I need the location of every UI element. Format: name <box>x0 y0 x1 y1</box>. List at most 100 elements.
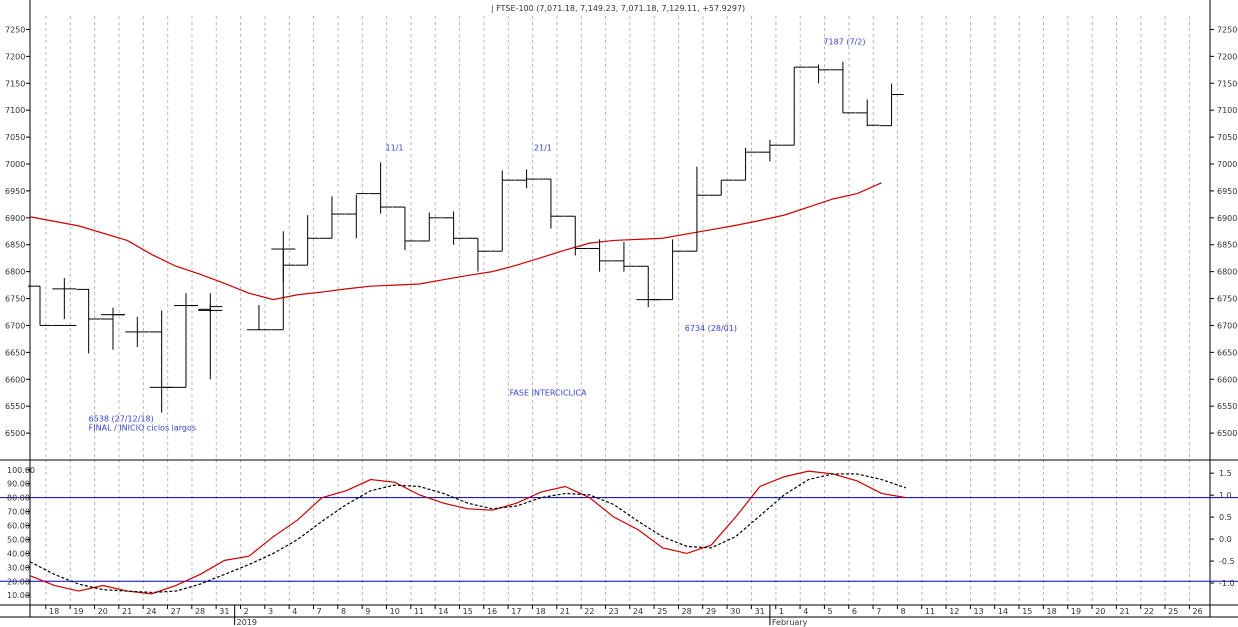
y-tick-label-left: 6750 <box>5 295 25 304</box>
y-tick-label-left: 6950 <box>5 187 25 196</box>
x-tick-label: 2 <box>244 607 249 616</box>
y-tick-label-right: 7250 <box>1217 25 1237 34</box>
x-tick-label: 30 <box>730 607 740 616</box>
osc-tick-label-left: 90.00 <box>7 480 30 489</box>
osc-tick-label-right: 1.5 <box>1219 469 1232 478</box>
osc-tick-label-left: 40.00 <box>7 549 30 558</box>
osc-tick-label-right: -0.5 <box>1219 557 1235 566</box>
x-tick-label: 4 <box>803 607 808 616</box>
y-tick-label-left: 6650 <box>5 348 25 357</box>
osc-tick-label-left: 50.00 <box>7 535 30 544</box>
x-tick-label: 16 <box>487 607 497 616</box>
y-tick-label-right: 6750 <box>1217 295 1237 304</box>
x-tick-label: 8 <box>901 607 906 616</box>
x-tick-label: 6 <box>852 607 857 616</box>
y-tick-label-right: 7000 <box>1217 160 1237 169</box>
month-label: February <box>772 618 808 627</box>
oscillator-main-line <box>29 470 906 595</box>
x-tick-label: 26 <box>1193 607 1203 616</box>
osc-tick-label-left: 80.00 <box>7 494 30 503</box>
x-tick-label: 20 <box>1095 607 1105 616</box>
x-tick-label: 31 <box>219 607 229 616</box>
x-tick-label: 18 <box>536 607 546 616</box>
y-tick-label-right: 6700 <box>1217 321 1237 330</box>
chart-annotation: 6538 (27/12/18) <box>89 414 154 423</box>
x-tick-label: 29 <box>706 607 716 616</box>
osc-tick-label-right: -1.0 <box>1219 579 1235 588</box>
x-tick-label: 14 <box>438 607 448 616</box>
y-tick-label-left: 7000 <box>5 160 25 169</box>
x-tick-label: 12 <box>949 607 959 616</box>
y-tick-label-right: 7050 <box>1217 133 1237 142</box>
x-tick-label: 10 <box>390 607 400 616</box>
y-tick-label-left: 7250 <box>5 25 25 34</box>
x-tick-label: 11 <box>925 607 935 616</box>
y-tick-label-left: 6850 <box>5 241 25 250</box>
x-tick-label: 21 <box>1120 607 1130 616</box>
x-tick-label: 18 <box>49 607 59 616</box>
chart-annotation: FASE INTERCICLICA <box>510 388 587 397</box>
x-tick-label: 22 <box>584 607 594 616</box>
x-tick-label: 21 <box>560 607 570 616</box>
chart-annotation: 6734 (28/01) <box>685 324 737 333</box>
y-tick-label-left: 7150 <box>5 79 25 88</box>
y-tick-label-left: 6700 <box>5 321 25 330</box>
y-tick-label-right: 6550 <box>1217 402 1237 411</box>
x-tick-label: 28 <box>195 607 205 616</box>
osc-tick-label-left: 10.00 <box>7 591 30 600</box>
osc-tick-label-right: 0.0 <box>1219 535 1232 544</box>
x-tick-label: 25 <box>1168 607 1178 616</box>
x-tick-label: 19 <box>1071 607 1081 616</box>
chart-annotation: 21/1 <box>534 144 552 153</box>
y-tick-label-left: 6900 <box>5 214 25 223</box>
y-tick-label-right: 6900 <box>1217 214 1237 223</box>
x-tick-label: 14 <box>998 607 1008 616</box>
osc-tick-label-left: 60.00 <box>7 522 30 531</box>
y-tick-label-left: 7050 <box>5 133 25 142</box>
x-tick-label: 18 <box>1047 607 1057 616</box>
x-tick-label: 28 <box>682 607 692 616</box>
price-panel <box>29 182 882 301</box>
x-tick-label: 8 <box>341 607 346 616</box>
y-tick-label-left: 7100 <box>5 106 25 115</box>
annotations: 7187 (7/2) 11/1 21/1 6734 (28/01) FASE INTER… <box>89 38 866 433</box>
x-tick-label: 11 <box>414 607 424 616</box>
osc-tick-label-left: 30.00 <box>7 563 30 572</box>
oscillator-signal-line <box>29 473 907 594</box>
osc-tick-label-right: 0.5 <box>1219 513 1232 522</box>
x-tick-label: 25 <box>657 607 667 616</box>
y-tick-label-right: 6500 <box>1217 429 1237 438</box>
x-tick-label: 5 <box>828 607 833 616</box>
x-tick-label: 27 <box>171 607 181 616</box>
x-tick-label: 31 <box>755 607 765 616</box>
x-tick-label: 7 <box>317 607 322 616</box>
x-tick-label: 15 <box>1022 607 1032 616</box>
month-label: 2019 <box>237 618 257 627</box>
y-tick-label-right: 7100 <box>1217 106 1237 115</box>
x-tick-label: 24 <box>146 607 156 616</box>
x-tick-label: 13 <box>974 607 984 616</box>
y-tick-label-right: 6650 <box>1217 348 1237 357</box>
y-tick-label-right: 6950 <box>1217 187 1237 196</box>
osc-tick-label-right: 1.0 <box>1219 491 1232 500</box>
y-tick-label-right: 6800 <box>1217 268 1237 277</box>
x-tick-label: 1 <box>779 607 784 616</box>
osc-tick-label-left: 20.00 <box>7 577 30 586</box>
osc-tick-label-left: 100.00 <box>7 466 35 475</box>
x-tick-label: 7 <box>876 607 881 616</box>
x-tick-label: 23 <box>609 607 619 616</box>
y-tick-label-right: 6600 <box>1217 375 1237 384</box>
x-tick-label: 17 <box>511 607 521 616</box>
moving-average-line <box>29 182 882 301</box>
y-tick-label-left: 6800 <box>5 268 25 277</box>
y-tick-label-left: 6600 <box>5 375 25 384</box>
x-tick-label: 21 <box>122 607 132 616</box>
ohlc-bars <box>28 61 904 413</box>
osc-tick-label-left: 70.00 <box>7 508 30 517</box>
y-tick-label-right: 6850 <box>1217 241 1237 250</box>
y-tick-label-left: 6500 <box>5 429 25 438</box>
chart-title: | FTSE-100 (7,071.18, 7,149.23, 7,071.18… <box>491 4 745 13</box>
